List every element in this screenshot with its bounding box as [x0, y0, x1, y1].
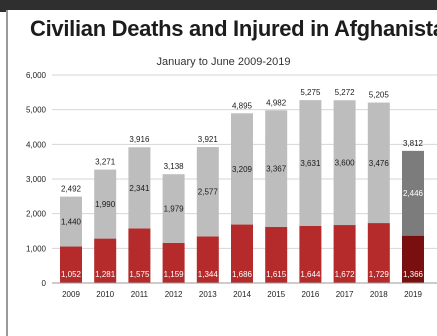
data-label-deaths: 1,344 — [198, 270, 219, 279]
data-label-deaths: 1,159 — [164, 270, 185, 279]
bar-injured — [299, 100, 322, 227]
data-label-injured: 3,631 — [300, 159, 321, 168]
bar-injured — [196, 147, 219, 237]
data-label-injured: 3,209 — [232, 165, 253, 174]
data-label-injured: 2,341 — [129, 184, 150, 193]
y-tick-label: 6,000 — [26, 71, 47, 80]
window-top-strip — [0, 0, 437, 12]
y-tick-label: 3,000 — [26, 175, 47, 184]
bar-deaths — [231, 224, 253, 283]
data-label-total: 2,492 — [61, 185, 82, 194]
data-label-total: 5,275 — [300, 88, 321, 97]
bar-injured — [128, 147, 151, 229]
bar-deaths — [60, 246, 82, 283]
x-tick-label: 2009 — [62, 290, 80, 299]
bar-deaths — [367, 223, 390, 283]
data-label-total: 4,895 — [232, 101, 253, 110]
data-label-injured: 3,367 — [266, 165, 287, 174]
bar-injured — [265, 110, 288, 228]
y-tick-label: 4,000 — [26, 140, 47, 149]
data-label-deaths: 1,366 — [403, 270, 424, 279]
bar-deaths — [196, 236, 219, 283]
x-tick-label: 2016 — [302, 290, 320, 299]
data-label-deaths: 1,615 — [266, 270, 287, 279]
data-label-injured: 1,440 — [61, 218, 82, 227]
x-tick-label: 2010 — [96, 290, 114, 299]
data-label-injured: 1,990 — [95, 200, 116, 209]
data-label-total: 4,982 — [266, 98, 287, 107]
y-tick-label: 0 — [42, 279, 47, 288]
data-label-injured: 1,979 — [164, 205, 185, 214]
x-tick-label: 2012 — [165, 290, 183, 299]
bar-deaths — [128, 228, 151, 283]
data-label-total: 3,138 — [164, 162, 185, 171]
bar-injured — [94, 169, 117, 239]
data-label-deaths: 1,672 — [335, 270, 356, 279]
chart-subtitle: January to June 2009-2019 — [156, 56, 291, 68]
bar-injured — [162, 174, 185, 243]
data-label-deaths: 1,052 — [61, 270, 82, 279]
data-label-total: 3,916 — [129, 135, 150, 144]
data-label-total: 3,812 — [403, 139, 424, 148]
data-label-injured: 3,600 — [335, 159, 356, 168]
data-label-injured: 2,577 — [198, 188, 219, 197]
data-label-deaths: 1,729 — [369, 270, 390, 279]
bar-deaths — [333, 225, 356, 283]
data-label-total: 3,921 — [198, 135, 219, 144]
data-label-injured: 2,446 — [403, 189, 424, 198]
data-label-deaths: 1,281 — [95, 270, 116, 279]
data-label-total: 3,271 — [95, 158, 116, 167]
bar-injured — [367, 102, 390, 224]
bar-injured — [231, 113, 253, 225]
chart-title: Civilian Deaths and Injured in Afghanist… — [30, 16, 437, 41]
x-tick-label: 2011 — [131, 290, 149, 299]
x-tick-label: 2019 — [404, 290, 422, 299]
x-tick-label: 2018 — [370, 290, 388, 299]
data-label-total: 5,272 — [335, 88, 356, 97]
data-label-deaths: 1,575 — [129, 270, 150, 279]
data-label-deaths: 1,644 — [300, 270, 321, 279]
x-tick-label: 2015 — [267, 290, 285, 299]
y-tick-label: 2,000 — [26, 210, 47, 219]
y-tick-label: 5,000 — [26, 106, 47, 115]
bar-deaths — [265, 227, 288, 283]
x-tick-label: 2017 — [336, 290, 354, 299]
bar-deaths — [402, 235, 424, 283]
bar-injured — [402, 150, 424, 236]
x-tick-label: 2013 — [199, 290, 217, 299]
data-label-total: 5,205 — [369, 91, 390, 100]
data-label-deaths: 1,686 — [232, 270, 253, 279]
y-tick-label: 1,000 — [26, 244, 47, 253]
bar-deaths — [162, 242, 185, 283]
bar-injured — [60, 196, 82, 247]
bar-injured — [333, 100, 356, 226]
bar-deaths — [299, 226, 322, 283]
data-label-injured: 3,476 — [369, 159, 390, 168]
x-tick-label: 2014 — [233, 290, 251, 299]
bar-deaths — [94, 238, 117, 283]
